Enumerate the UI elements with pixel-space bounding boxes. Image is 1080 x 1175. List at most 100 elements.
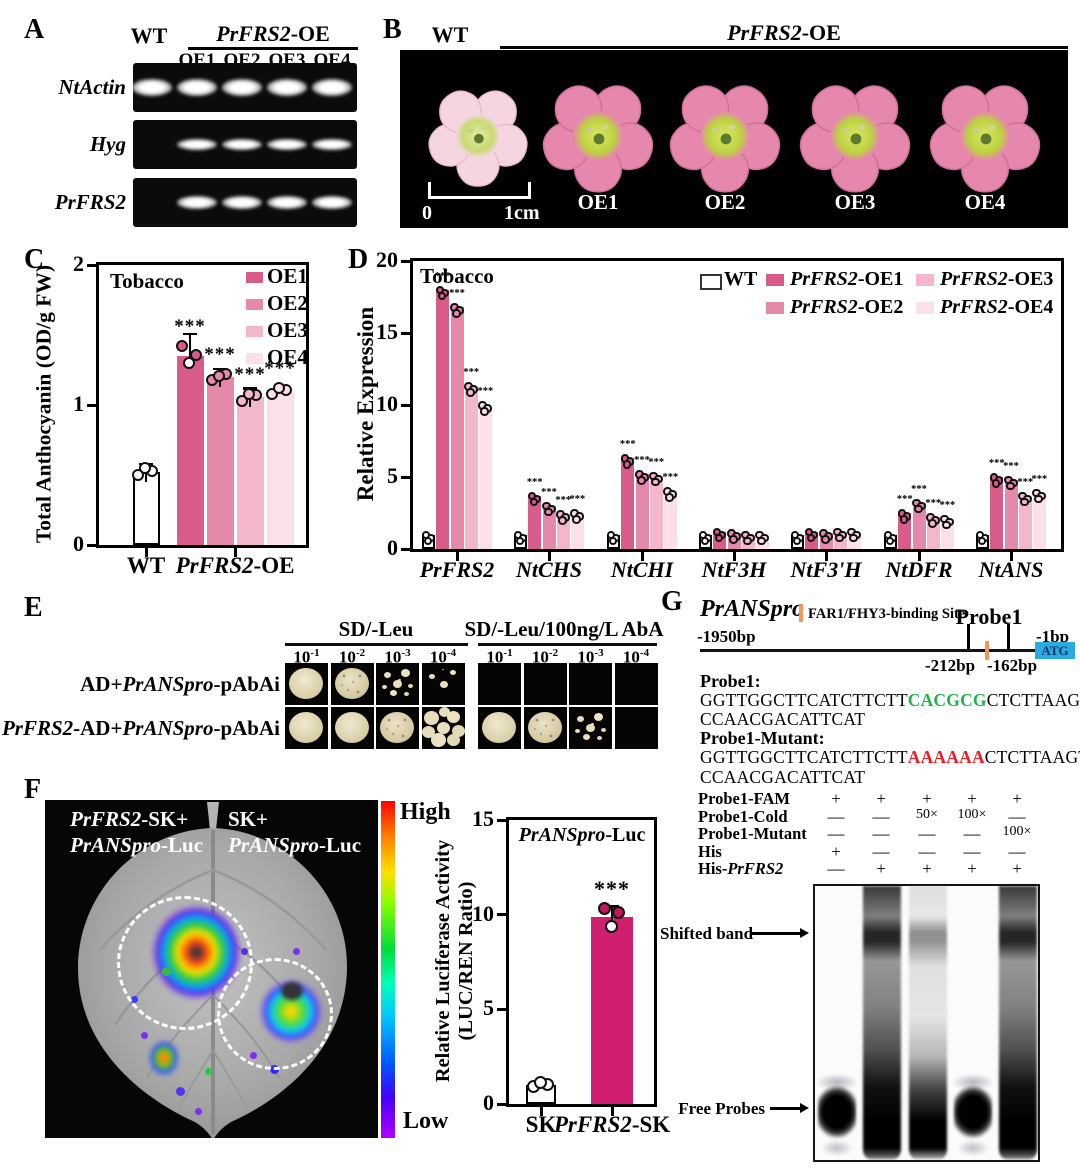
yeast-plate-cell: [569, 663, 612, 705]
x-axis-label: NtF3'H: [790, 557, 862, 582]
colorbar-low-label: Low: [403, 1108, 449, 1134]
gel-band: [222, 196, 262, 209]
flower-image: [799, 85, 911, 193]
yeast-plate-cell: [569, 707, 612, 749]
flower-OE1: [539, 77, 657, 195]
error-bar: [188, 333, 192, 366]
x-tick: [732, 552, 736, 561]
x-tick: [233, 548, 237, 557]
gene-label-ntactin: NtActin: [58, 75, 126, 99]
text-part: -pAbAi: [213, 672, 280, 696]
x-axis-label: NtF3H: [701, 557, 767, 582]
emsa-cell: +: [831, 789, 841, 808]
data-point: [651, 477, 660, 487]
emsa-row-label: His: [698, 842, 722, 862]
emsa-row-label: Probe1-FAM: [698, 789, 790, 809]
gene-name: PrFRS2: [727, 20, 802, 45]
y-tick: [497, 913, 506, 917]
yeast-colony-speckled: [380, 712, 414, 743]
bar: [635, 474, 649, 549]
data-point: [622, 460, 632, 469]
data-point: [604, 919, 618, 933]
legend-label: OE3: [267, 318, 308, 342]
dilution-label: 10-2: [532, 647, 558, 668]
far1-binding-site-tick: [985, 641, 989, 660]
text-part: SK+: [228, 807, 268, 831]
panel-label-d: D: [348, 244, 369, 275]
free-probes-arrowhead: [800, 1103, 809, 1113]
scalebar-right-tick: [528, 182, 531, 199]
legend-swatch: [246, 272, 263, 283]
gene-label-hyg: Hyg: [89, 132, 126, 156]
panel-label-f: F: [24, 774, 42, 805]
y-tick: [87, 263, 96, 267]
data-point: [885, 536, 895, 546]
data-point: [243, 387, 255, 400]
text-part: Probe1-FAM: [698, 789, 790, 808]
text-part: His: [698, 841, 722, 861]
emsa-cell: +: [876, 859, 886, 878]
x-tick: [917, 552, 921, 561]
gel-band: [177, 139, 217, 150]
emsa-cell: +: [1012, 789, 1022, 808]
data-point: [437, 291, 447, 301]
emsa-lane-1-free: [818, 886, 856, 1160]
significance-stars: ***: [939, 499, 956, 511]
legend-label: OE4: [267, 345, 308, 369]
shifted-band-arrow: [752, 932, 800, 935]
data-point: [714, 533, 724, 543]
bar: [663, 491, 677, 549]
scalebar-left-tick: [428, 182, 431, 199]
flower-label-OE3: OE3: [834, 190, 876, 214]
gel-band: [222, 139, 262, 150]
significance-stars: ***: [526, 476, 543, 488]
yeast-plate-cell: [330, 707, 374, 749]
emsa-cell: —: [1008, 841, 1026, 861]
dilution-base: 10: [577, 647, 595, 667]
flower-header-oe: PrFRS2-OE: [500, 20, 1068, 46]
panel-label-a: A: [24, 14, 45, 45]
leaf-label-line: PrANSpro-Luc: [228, 832, 361, 858]
yeast-plate-cell: [376, 663, 419, 705]
emsa-lane-4-free: [954, 886, 992, 1160]
flower-OE2: [666, 77, 784, 195]
f-chart-title: PrANSpro-Luc: [519, 824, 646, 847]
sequence-segment: CTCTTAAGTG: [984, 747, 1080, 768]
infiltration-circle-right: [217, 958, 333, 1070]
dilution-exp: -1: [503, 647, 513, 659]
bar: [206, 377, 234, 545]
gel-image-ntactin: [132, 63, 357, 112]
flower-wt: [425, 83, 531, 189]
text-part: PrFRS2: [70, 807, 142, 831]
data-point: [849, 533, 858, 543]
luminescence-speck-blob: [147, 1038, 181, 1078]
y-tick-label: 0: [387, 535, 398, 560]
sequence-segment: CCAACGACATTCAT: [700, 766, 866, 787]
free-probes-arrow: [770, 1107, 800, 1110]
text-part: Probe1-Mutant: [698, 824, 807, 843]
dilution-label: 10-4: [430, 647, 456, 668]
binding-site-legend-tick: [799, 604, 803, 622]
legend-swatch: [246, 326, 263, 337]
bar: [436, 289, 450, 549]
y-tick-label: 2: [73, 251, 84, 276]
leaf-label-sk: SK+ PrANSpro-Luc: [228, 806, 361, 858]
f-plot-area: [506, 817, 657, 1107]
bar: [478, 405, 492, 549]
emsa-cell: +: [831, 841, 841, 861]
dilution-base: 10: [531, 647, 549, 667]
bar: [1018, 495, 1032, 549]
text-part: Probe1-Cold: [698, 806, 788, 826]
y-tick: [401, 331, 410, 335]
data-point: [914, 504, 923, 514]
title-rest: -Luc: [605, 824, 646, 846]
yeast-plate-cell: [523, 663, 567, 705]
leaf-label-line: PrANSpro-Luc: [70, 832, 203, 858]
atg-box: ATG: [1035, 642, 1075, 659]
dilution-base: 10: [384, 647, 402, 667]
dilution-exp: -1: [310, 647, 320, 659]
scalebar-zero: 0: [422, 202, 432, 224]
data-point: [176, 340, 188, 353]
gel-band: [132, 79, 172, 96]
significance-stars: ***: [594, 876, 630, 902]
